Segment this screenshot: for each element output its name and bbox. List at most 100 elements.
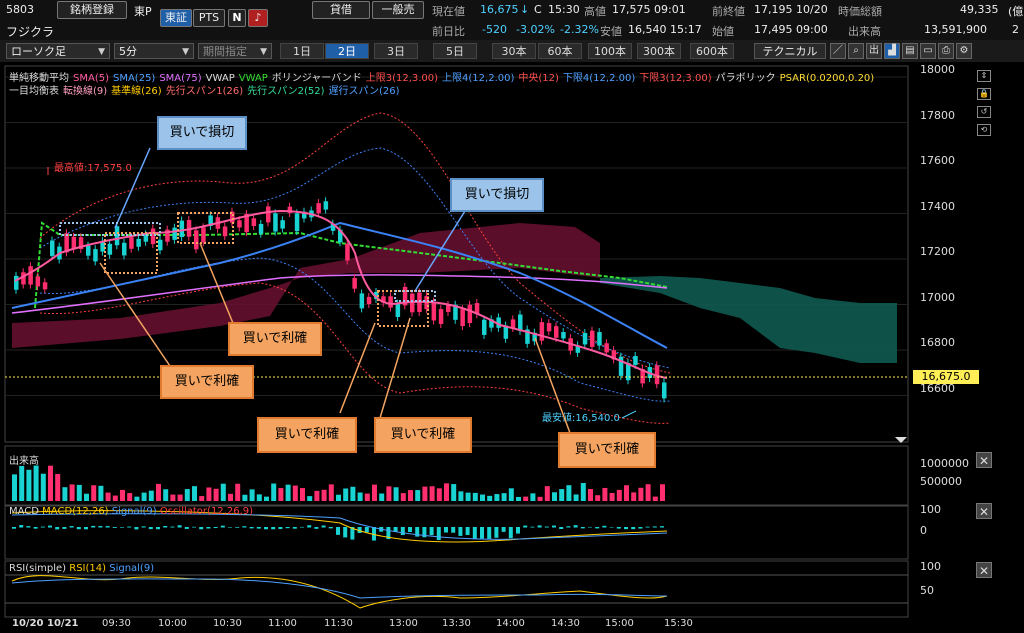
candle-body — [611, 350, 617, 360]
register-button[interactable]: 銘柄登録 — [57, 1, 127, 19]
period-button-8[interactable]: 600本 — [690, 43, 734, 59]
market-cap-unit: (億 — [1008, 5, 1024, 18]
period-button-4[interactable]: 30本 — [492, 43, 536, 59]
candle-body — [496, 317, 501, 328]
volume-bar — [631, 492, 637, 501]
macd-bar — [19, 525, 24, 528]
settings-gear-icon[interactable]: ⚙ — [956, 43, 972, 59]
macd-bar — [631, 527, 636, 530]
volume-bar — [602, 487, 608, 501]
macd-bar — [192, 526, 196, 528]
save-icon[interactable]: ▤ — [902, 43, 918, 59]
volume-bar — [134, 496, 140, 501]
zoom-icon[interactable]: ⌕ — [848, 43, 864, 59]
volume-bar — [422, 486, 428, 501]
volume-axis-500000: 500000 — [920, 475, 962, 488]
price-axis-label: 18000 — [920, 63, 955, 76]
legend-item: 下限4(12,2.00) — [562, 73, 636, 84]
period-range-select[interactable]: 期間指定 ▼ — [198, 43, 272, 59]
legend-row-2: 一目均衡表 転換線(9) 基準線(26) 先行スパン1(26) 先行スパン2(52) 遅行… — [9, 82, 404, 97]
candle-body — [251, 218, 257, 227]
pts-tab[interactable]: PTS — [193, 9, 225, 27]
callout-stop-2: 買いで損切 — [450, 178, 544, 212]
period-button-3[interactable]: 5日 — [433, 43, 477, 59]
volume-tail: 2 — [1012, 23, 1019, 36]
macd-bar — [336, 527, 340, 535]
candle-body — [402, 286, 408, 306]
period-button-5[interactable]: 60本 — [538, 43, 582, 59]
interval-select[interactable]: 5分 ▼ — [114, 43, 194, 59]
period-button-0[interactable]: 1日 — [280, 43, 324, 59]
close-volume-panel-icon[interactable]: ✕ — [976, 452, 992, 468]
volume-bar — [170, 494, 176, 501]
period-button-7[interactable]: 300本 — [637, 43, 681, 59]
volume-bar — [19, 465, 25, 501]
candle-body — [266, 206, 271, 223]
chart-type-select[interactable]: ローソク足 ▼ — [6, 43, 110, 59]
macd-bar — [199, 527, 204, 530]
volume-bar — [588, 489, 593, 501]
volume-bar — [163, 489, 169, 501]
folder-icon[interactable]: ▭ — [920, 43, 936, 59]
macd-legend: MACD MACD(12,26) Signal(9) Oscillator(12… — [9, 506, 253, 517]
volume-bar — [228, 493, 233, 501]
lock-icon[interactable]: 🔒 — [977, 88, 991, 100]
volume-bar — [206, 487, 212, 501]
macd-bar — [235, 527, 240, 528]
technical-button[interactable]: テクニカル — [754, 43, 826, 59]
low-label: 安値 — [600, 25, 622, 38]
lending-button[interactable]: 貸借 — [312, 1, 370, 19]
volume-bar — [76, 484, 82, 501]
macd-bar — [364, 527, 369, 533]
volume-bars — [12, 465, 665, 501]
candle-body — [381, 296, 386, 303]
legend-item: 先行スパン2(52) — [247, 86, 325, 97]
volume-bar — [48, 465, 53, 501]
legend-item: 遅行スパン(26) — [328, 86, 400, 97]
close-rsi-panel-icon[interactable]: ✕ — [976, 562, 992, 578]
volume-toggle-icon[interactable]: 出 — [866, 43, 882, 59]
close-macd-panel-icon[interactable]: ✕ — [976, 503, 992, 519]
candle-body — [28, 266, 33, 285]
general-sell-button[interactable]: 一般売 — [372, 1, 424, 19]
macd-bar — [285, 527, 290, 529]
draw-line-icon[interactable]: ／ — [830, 43, 846, 59]
volume-bar — [523, 496, 529, 501]
stock-code: 5803 — [6, 3, 34, 16]
candle-body — [474, 303, 480, 315]
period-button-6[interactable]: 100本 — [588, 43, 632, 59]
legend-item: 単純移動平均 — [9, 73, 69, 84]
undo-icon[interactable]: ↺ — [977, 106, 991, 118]
price-axis-label: 17400 — [920, 199, 955, 213]
exchange-tab[interactable]: 東証 — [160, 9, 192, 27]
legend-item: 先行スパン1(26) — [165, 86, 244, 97]
area-chart-icon[interactable]: ▟ — [884, 43, 900, 59]
period-button-1[interactable]: 2日 — [325, 43, 369, 59]
candle-body — [237, 220, 242, 228]
price-chart[interactable]: 最高値:17,575.0 最安値:16,540.0 — [0, 63, 912, 633]
volume-bar — [199, 496, 205, 501]
volume-bar — [552, 492, 557, 501]
alert-bell-icon[interactable]: ♪ — [248, 9, 268, 27]
candle-body — [546, 323, 552, 332]
candle-body — [525, 329, 530, 344]
news-badge[interactable]: N — [228, 9, 246, 27]
macd-bar — [76, 527, 81, 530]
candle-body — [640, 369, 645, 384]
reset-icon[interactable]: ⟲ — [977, 124, 991, 136]
volume-bar — [458, 491, 464, 501]
macd-bar — [487, 527, 492, 539]
macd-bar — [393, 527, 398, 532]
macd-bar — [184, 527, 189, 529]
callout-profit-2: 買いで利確 — [160, 365, 254, 399]
macd-bar — [350, 527, 355, 540]
expand-icon[interactable]: ⇕ — [977, 70, 991, 82]
market-cap-label: 時価総額 — [838, 5, 882, 18]
period-button-2[interactable]: 3日 — [374, 43, 418, 59]
candle-body — [345, 243, 350, 261]
candle-body — [395, 303, 401, 318]
collapse-triangle-icon[interactable] — [895, 437, 907, 443]
print-icon[interactable]: ⎙ — [938, 43, 954, 59]
change-value: -520 — [482, 23, 507, 36]
macd-bar — [134, 527, 139, 530]
